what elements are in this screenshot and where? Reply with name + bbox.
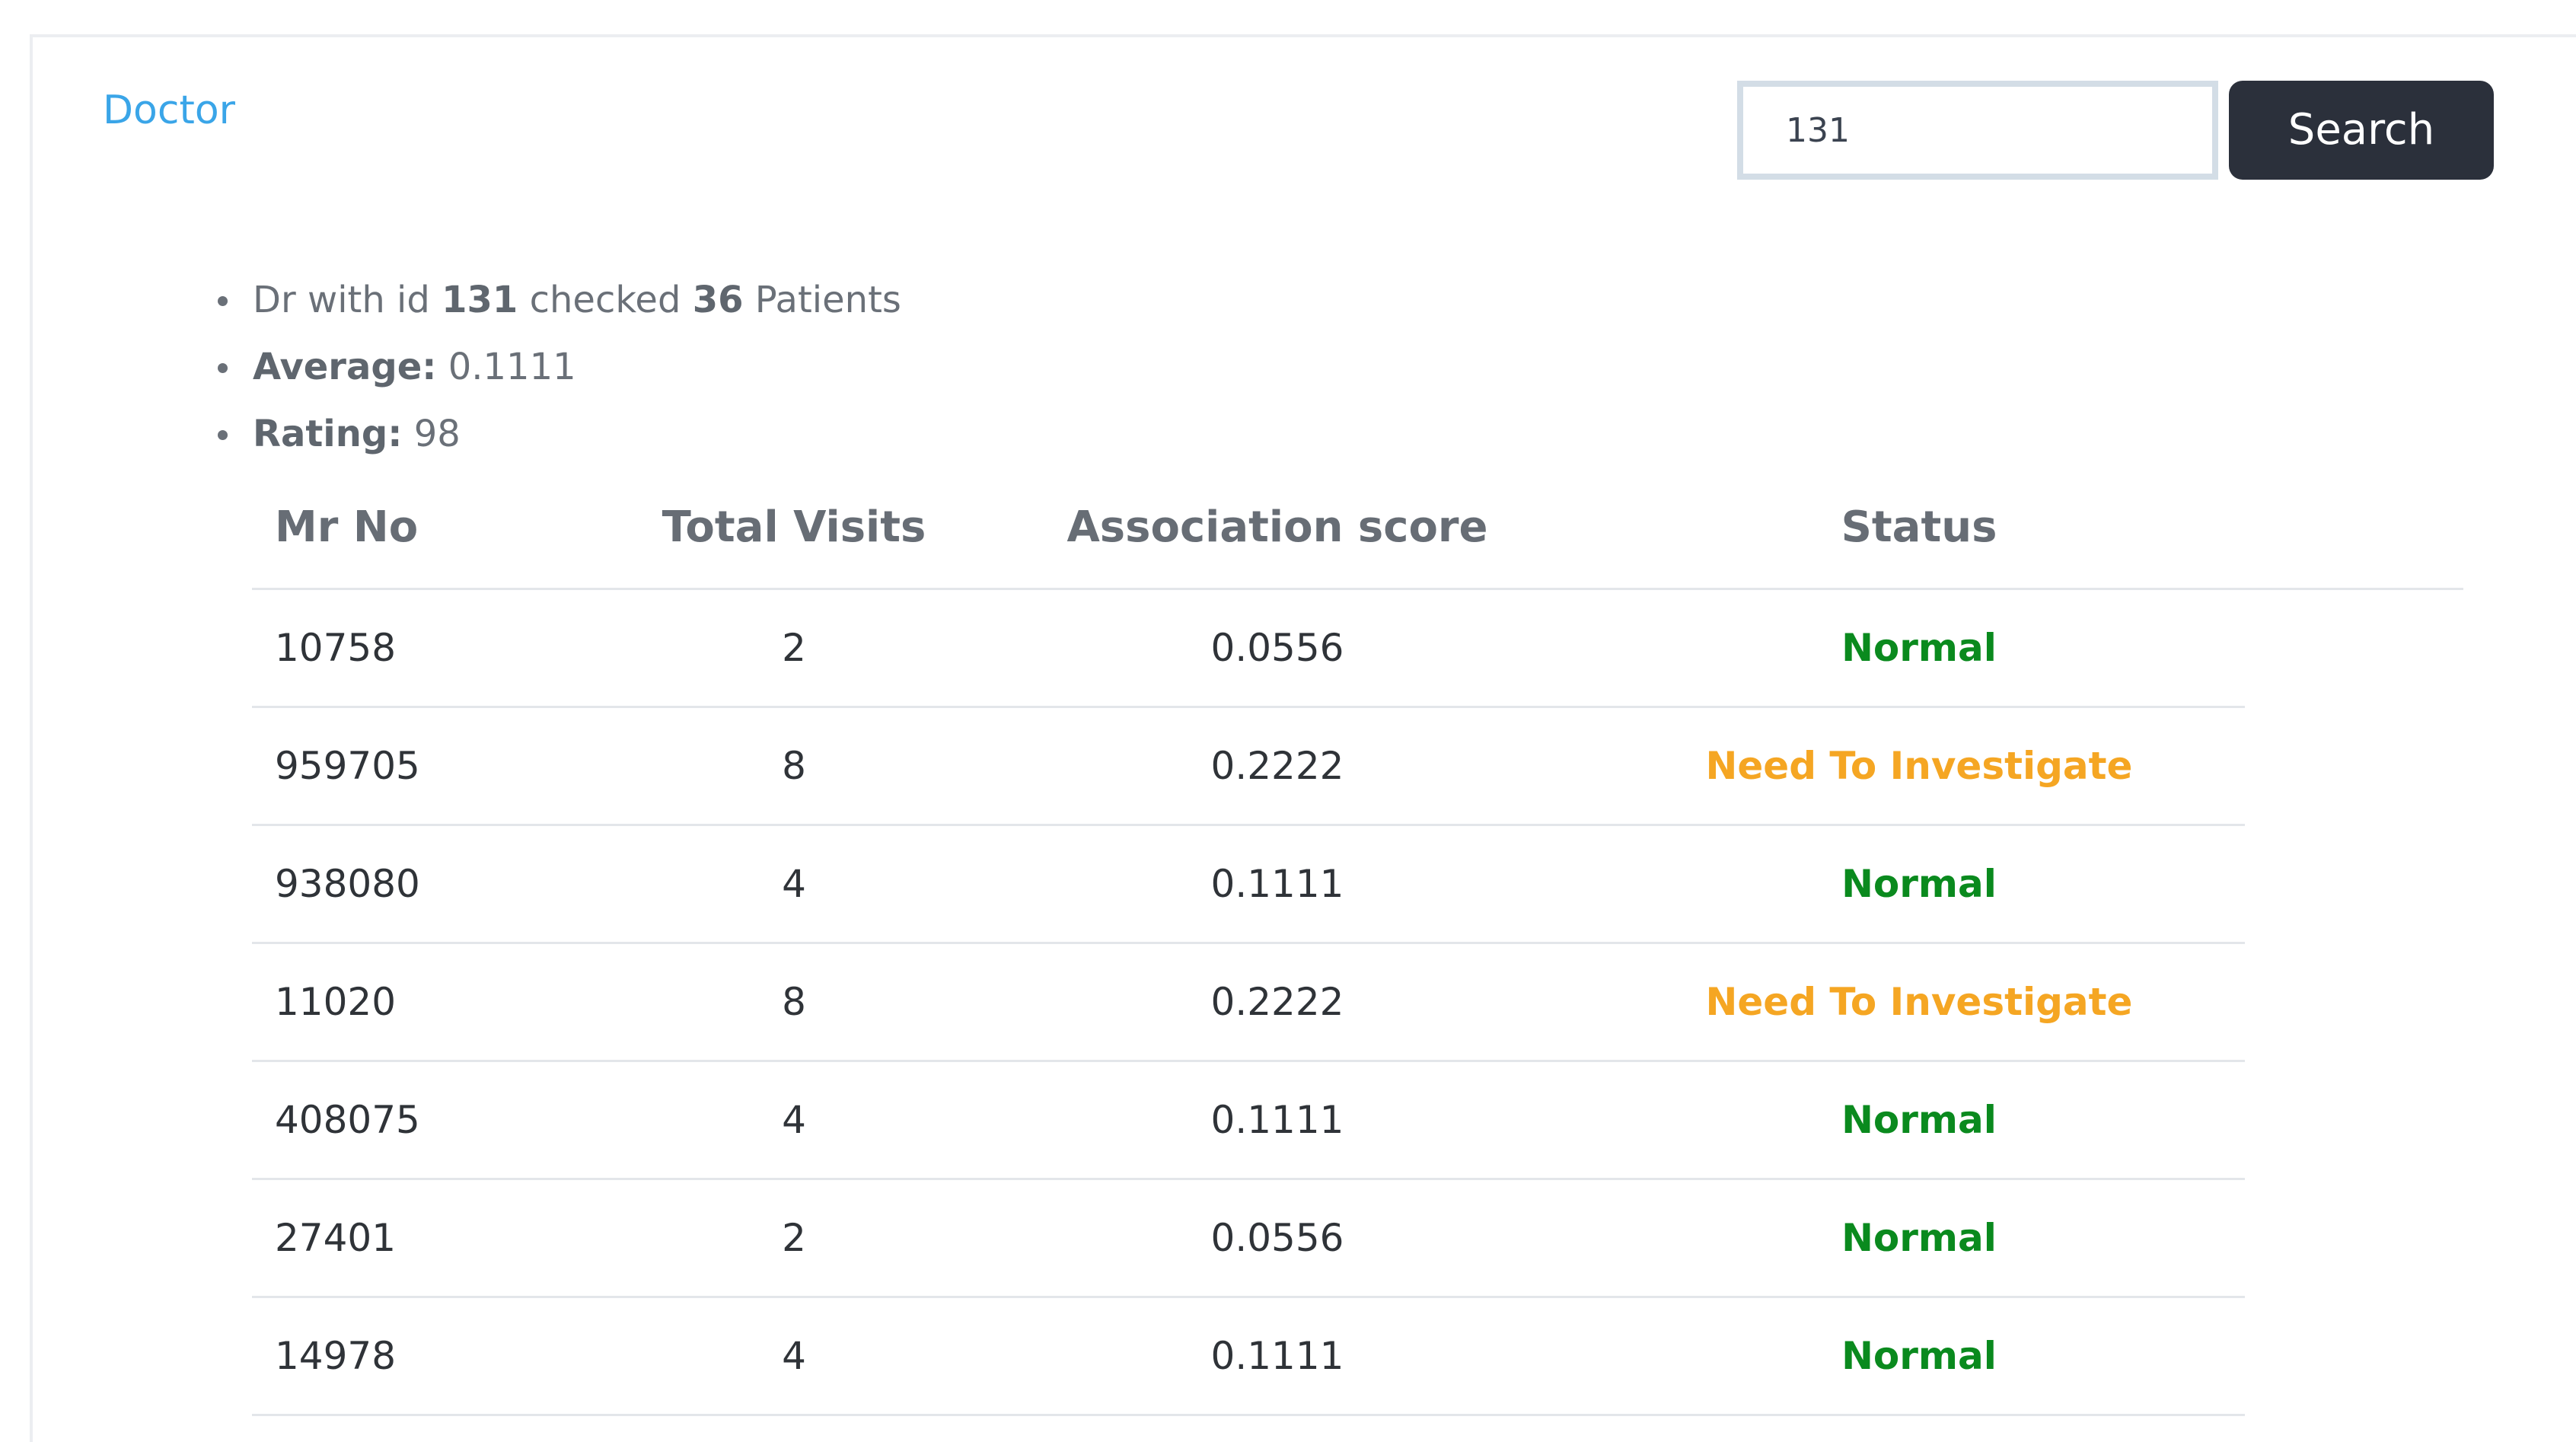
summary-average-line: Average: 0.1111 xyxy=(206,337,901,404)
summary-middle: checked xyxy=(529,279,681,321)
status-badge: Need To Investigate xyxy=(1705,744,2133,788)
cell-mr-no: 938080 xyxy=(275,862,420,906)
cell-score: 0.0556 xyxy=(1210,1216,1344,1260)
table-header: Mr No Total Visits Association score Sta… xyxy=(252,487,2463,590)
table-body: 10758 2 0.0556 Normal 959705 8 0.2222 Ne… xyxy=(252,590,2245,1416)
cell-total-visits: 2 xyxy=(782,626,806,670)
summary-rating-label: Rating: xyxy=(253,413,403,455)
cell-mr-no: 14978 xyxy=(275,1334,397,1378)
summary-average-label: Average: xyxy=(253,346,437,388)
status-badge: Normal xyxy=(1841,1334,1997,1378)
header-status: Status xyxy=(1841,502,1997,552)
summary-doctor-id: 131 xyxy=(442,279,518,321)
table-row: 408075 4 0.1111 Normal xyxy=(252,1062,2245,1180)
cell-mr-no: 408075 xyxy=(275,1098,420,1142)
cell-score: 0.2222 xyxy=(1210,744,1344,788)
doctor-link[interactable]: Doctor xyxy=(103,88,236,133)
table-row: 938080 4 0.1111 Normal xyxy=(252,826,2245,944)
cell-total-visits: 2 xyxy=(782,1216,806,1260)
search-input[interactable] xyxy=(1737,81,2218,180)
search-button[interactable]: Search xyxy=(2229,81,2494,180)
summary-suffix: Patients xyxy=(754,279,901,321)
status-badge: Normal xyxy=(1841,1216,1997,1260)
summary-average-value: 0.1111 xyxy=(448,346,576,388)
cell-mr-no: 11020 xyxy=(275,980,397,1024)
header-total-visits: Total Visits xyxy=(662,502,926,552)
summary-rating-line: Rating: 98 xyxy=(206,404,901,471)
status-badge: Normal xyxy=(1841,862,1997,906)
cell-total-visits: 4 xyxy=(782,1098,806,1142)
summary-patient-count: 36 xyxy=(692,279,744,321)
status-badge: Normal xyxy=(1841,626,1997,670)
summary-prefix: Dr with id xyxy=(253,279,430,321)
summary-rating-value: 98 xyxy=(413,413,461,455)
status-badge: Need To Investigate xyxy=(1705,980,2133,1024)
doctor-summary: Dr with id 131 checked 36 Patients Avera… xyxy=(206,270,901,471)
cell-mr-no: 27401 xyxy=(275,1216,397,1260)
table-row: 27401 2 0.0556 Normal xyxy=(252,1180,2245,1298)
cell-mr-no: 959705 xyxy=(275,744,420,788)
main-panel xyxy=(30,34,2576,1442)
cell-score: 0.1111 xyxy=(1210,1098,1344,1142)
table-row: 14978 4 0.1111 Normal xyxy=(252,1298,2245,1416)
cell-mr-no: 10758 xyxy=(275,626,397,670)
table-row: 959705 8 0.2222 Need To Investigate xyxy=(252,708,2245,826)
cell-total-visits: 4 xyxy=(782,1334,806,1378)
table-row: 10758 2 0.0556 Normal xyxy=(252,590,2245,708)
summary-patients-line: Dr with id 131 checked 36 Patients xyxy=(206,270,901,337)
cell-score: 0.0556 xyxy=(1210,626,1344,670)
cell-score: 0.1111 xyxy=(1210,862,1344,906)
status-badge: Normal xyxy=(1841,1098,1997,1142)
header-mr-no: Mr No xyxy=(275,502,419,552)
table-row: 11020 8 0.2222 Need To Investigate xyxy=(252,944,2245,1062)
cell-score: 0.2222 xyxy=(1210,980,1344,1024)
patients-table: Mr No Total Visits Association score Sta… xyxy=(252,487,2463,1416)
cell-score: 0.1111 xyxy=(1210,1334,1344,1378)
header-association-score: Association score xyxy=(1066,502,1488,552)
cell-total-visits: 8 xyxy=(782,980,806,1024)
cell-total-visits: 4 xyxy=(782,862,806,906)
cell-total-visits: 8 xyxy=(782,744,806,788)
